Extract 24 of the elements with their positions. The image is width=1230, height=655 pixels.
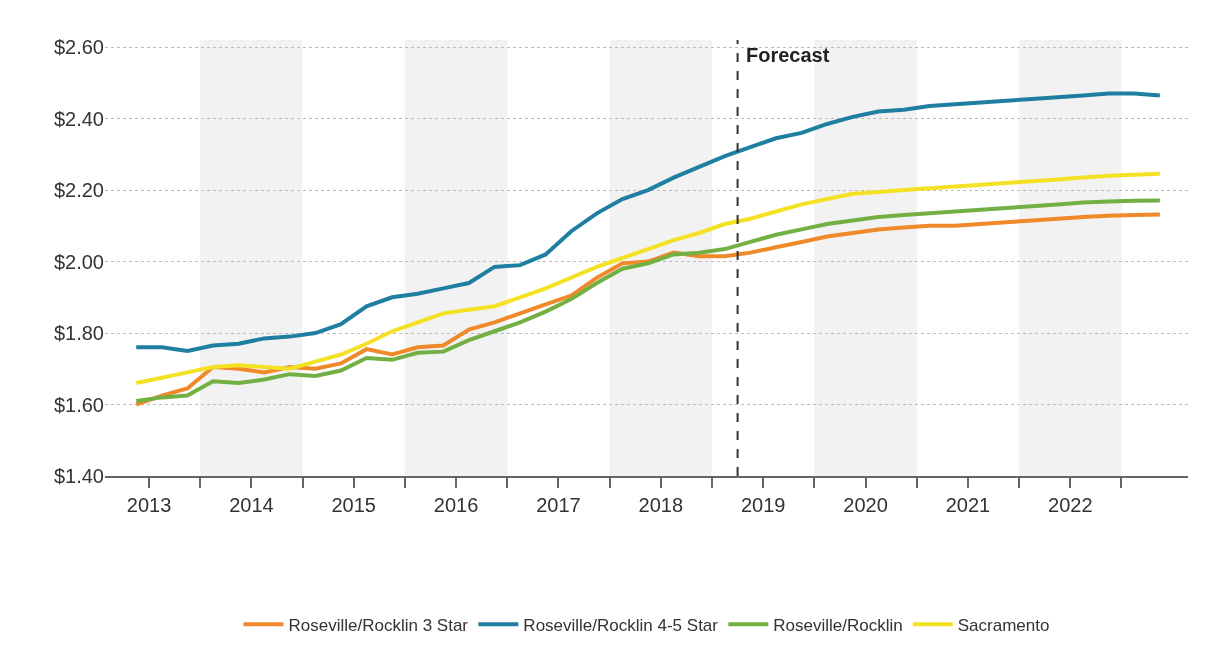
x-tick-label: 2020 — [843, 494, 888, 516]
y-tick-label: $1.40 — [53, 465, 104, 487]
y-tick-label: $2.00 — [53, 250, 104, 273]
x-tick-label: 2013 — [126, 494, 172, 516]
y-tick-label: $2.60 — [53, 36, 104, 59]
x-tick-label: 2021 — [945, 494, 991, 516]
legend-label: Roseville/Rocklin 4-5 Star — [523, 615, 719, 635]
ref-line-label: Forecast — [746, 44, 830, 66]
x-tick-label: 2022 — [1048, 494, 1093, 516]
x-tick-label: 2014 — [229, 494, 274, 516]
x-tick-label: 2016 — [433, 494, 479, 516]
legend-label: Roseville/Rocklin — [773, 615, 903, 635]
y-tick-label: $1.80 — [53, 322, 104, 345]
x-tick-label: 2017 — [536, 494, 581, 516]
x-tick-label: 2018 — [638, 494, 684, 516]
x-tick-label: 2015 — [331, 494, 376, 516]
line-series — [134, 91, 1162, 353]
y-tick-label: $2.40 — [53, 107, 104, 130]
legend-label: Roseville/Rocklin 3 Star — [288, 615, 469, 635]
legend-label: Sacramento — [957, 615, 1050, 635]
y-tick-label: $1.60 — [53, 393, 104, 416]
y-tick-label: $2.20 — [53, 179, 104, 202]
line-series — [134, 171, 1162, 386]
x-tick-label: 2019 — [740, 494, 786, 516]
